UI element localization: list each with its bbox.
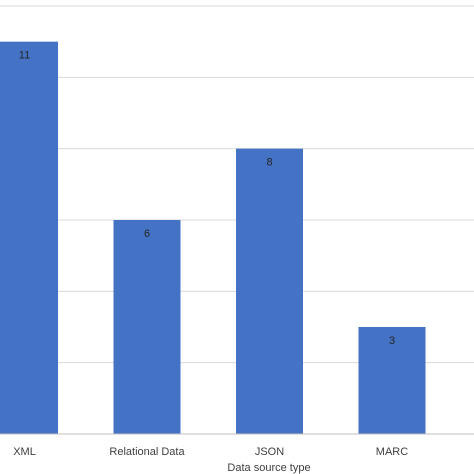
bars (0, 41, 426, 435)
x-tick-label: Relational Data (109, 446, 185, 458)
data-labels: 11 6 8 3 (19, 50, 395, 347)
x-tick-label: JSON (255, 446, 284, 458)
x-tick-label: XML (13, 446, 36, 458)
x-tick-label: MARC (376, 446, 408, 458)
data-label: 8 (266, 157, 272, 169)
bar-marc (358, 327, 426, 434)
data-label: 6 (144, 228, 150, 240)
bar-json (236, 148, 303, 434)
data-label: 11 (19, 50, 30, 62)
x-axis-title: Data source type (227, 462, 310, 474)
bar-xml (0, 41, 58, 435)
x-tick-labels: XML Relational Data JSON MARC (13, 446, 408, 458)
data-label: 3 (389, 335, 395, 347)
bar-relational-data (113, 220, 181, 434)
